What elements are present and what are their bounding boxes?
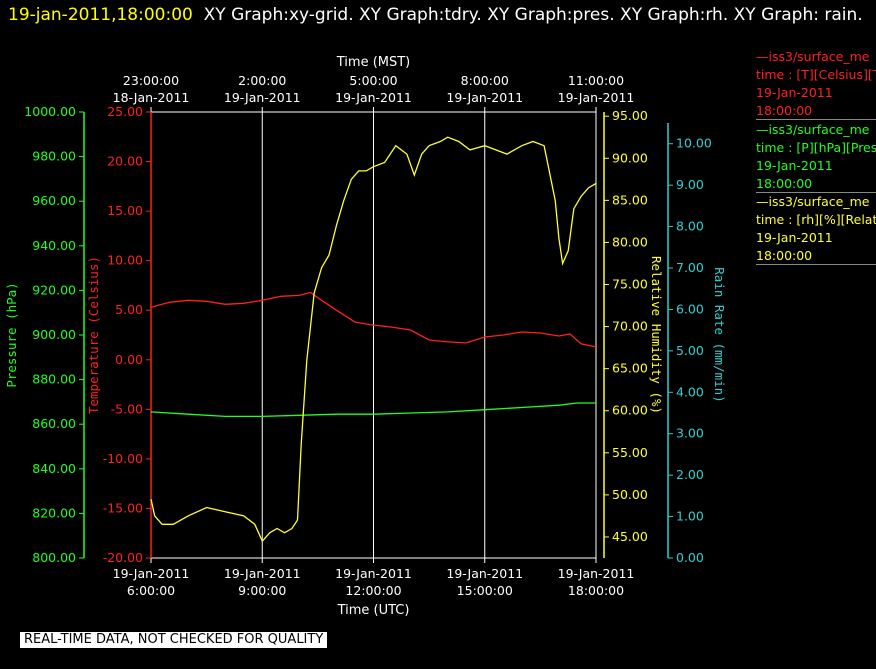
legend-line: time : [P][hPa][Pres — [756, 140, 876, 155]
top-x-tick-label: 2:00:00 — [238, 73, 286, 88]
rh-tick-label: 60.00 — [612, 403, 648, 418]
pressure-tick-label: 880.00 — [32, 372, 76, 387]
grid — [150, 111, 597, 559]
pressure-axis-label: Pressure (hPa) — [4, 282, 19, 387]
rain-tick-label: 2.00 — [676, 467, 704, 482]
legend-line: —iss3/surface_me — [756, 194, 870, 209]
rain-tick-label: 5.00 — [676, 343, 704, 358]
legend-line: —iss3/surface_me — [756, 49, 870, 64]
axes: 19-Jan-2011 6:00:00 23:00:00 18-Jan-2011 19-… — [4, 55, 727, 618]
top-x-tick-label: 18-Jan-2011 — [113, 90, 190, 105]
x-tick-label: 15:00:00 — [457, 583, 513, 598]
temperature-tick-label: 25.00 — [107, 104, 143, 119]
x-tick-label: 19-Jan-2011 — [558, 566, 635, 581]
pressure-tick-label: 820.00 — [32, 505, 76, 520]
x-tick-label: 6:00:00 — [127, 583, 175, 598]
legend-line: 19-Jan-2011 — [756, 85, 833, 100]
top-x-tick-label: 19-Jan-2011 — [335, 90, 412, 105]
rh-tick-label: 95.00 — [612, 108, 648, 123]
pressure-tick-label: 920.00 — [32, 282, 76, 297]
rh-tick-label: 70.00 — [612, 319, 648, 334]
legend-line: 19-Jan-2011 — [756, 230, 833, 245]
legend-divider — [756, 192, 876, 193]
rain-tick-label: 6.00 — [676, 301, 704, 316]
temperature-tick-label: 10.00 — [107, 253, 143, 268]
temperature-axis-label: Temperature (Celsius) — [86, 256, 101, 414]
pressure-tick-label: 800.00 — [32, 550, 76, 565]
top-x-tick-label: 19-Jan-2011 — [224, 90, 301, 105]
top-x-tick-label: 5:00:00 — [349, 73, 397, 88]
rh-tick-label: 85.00 — [612, 192, 648, 207]
pressure-tick-label: 900.00 — [32, 327, 76, 342]
legend-line: 18:00:00 — [756, 103, 813, 118]
rain-axis-label: Rain Rate (mm/min) — [712, 267, 727, 402]
legend-divider — [756, 119, 876, 120]
top-x-tick-label: 11:00:00 — [568, 73, 624, 88]
temperature-tick-label: -5.00 — [111, 401, 143, 416]
rh-tick-label: 55.00 — [612, 445, 648, 460]
pressure-tick-label: 960.00 — [32, 193, 76, 208]
rh-tick-label: 75.00 — [612, 277, 648, 292]
legend-line: —iss3/surface_me — [756, 122, 870, 137]
rain-tick-label: 10.00 — [676, 136, 712, 151]
top-x-tick-label: 23:00:00 — [123, 73, 179, 88]
rain-tick-label: 0.00 — [676, 550, 704, 565]
x-tick-label: 19-Jan-2011 — [446, 566, 523, 581]
rain-tick-label: 4.00 — [676, 384, 704, 399]
quality-warning: REAL-TIME DATA, NOT CHECKED FOR QUALITY — [20, 632, 328, 648]
x-tick-label: 18:00:00 — [568, 583, 624, 598]
rh-tick-label: 50.00 — [612, 487, 648, 502]
rh-tick-label: 80.00 — [612, 234, 648, 249]
series — [150, 136, 597, 543]
temperature-tick-label: 15.00 — [107, 203, 143, 218]
bottom-axis-title: Time (UTC) — [337, 603, 410, 618]
top-x-tick-label: 19-Jan-2011 — [558, 90, 635, 105]
rain-tick-label: 9.00 — [676, 177, 704, 192]
rain-tick-label: 7.00 — [676, 260, 704, 275]
rh-axis-label: Relative Humidity (%) — [649, 256, 664, 414]
pressure-tick-label: 860.00 — [32, 416, 76, 431]
temperature-tick-label: -15.00 — [103, 500, 143, 515]
x-tick-label: 9:00:00 — [238, 583, 286, 598]
legend-item-pressure: —iss3/surface_me time : [P][hPa][Pres 19… — [756, 121, 876, 193]
x-tick-label: 19-Jan-2011 — [224, 566, 301, 581]
rain-tick-label: 3.00 — [676, 426, 704, 441]
legend-item-temperature: —iss3/surface_me time : [T][Celsius][T 1… — [756, 48, 876, 120]
rh-tick-label: 90.00 — [612, 150, 648, 165]
temperature-series-line — [150, 291, 597, 348]
top-x-tick-label: 8:00:00 — [461, 73, 509, 88]
rh-tick-label: 65.00 — [612, 361, 648, 376]
temperature-tick-label: 0.00 — [115, 352, 143, 367]
temperature-tick-label: -10.00 — [103, 451, 143, 466]
top-x-tick-label: 19-Jan-2011 — [446, 90, 523, 105]
pressure-tick-label: 980.00 — [32, 149, 76, 164]
legend-line: 18:00:00 — [756, 176, 813, 191]
top-axis-title: Time (MST) — [336, 55, 411, 70]
legend-line: 18:00:00 — [756, 248, 813, 263]
rh-tick-label: 45.00 — [612, 529, 648, 544]
temperature-tick-label: 5.00 — [115, 302, 143, 317]
rain-tick-label: 8.00 — [676, 219, 704, 234]
pressure-tick-label: 940.00 — [32, 238, 76, 253]
temperature-tick-label: -20.00 — [103, 550, 143, 565]
pressure-series-line — [150, 402, 596, 418]
legend-line: 19-Jan-2011 — [756, 158, 833, 173]
legend-item-rh: —iss3/surface_me time : [rh][%][Relati 1… — [756, 193, 876, 265]
rain-tick-label: 1.00 — [676, 509, 704, 524]
header-title: XY Graph:xy-grid. XY Graph:tdry. XY Grap… — [203, 5, 863, 25]
pressure-tick-label: 1000.00 — [24, 104, 76, 119]
temperature-tick-label: 20.00 — [107, 154, 143, 169]
header: 19-jan-2011,18:00:00 XY Graph:xy-grid. X… — [8, 2, 868, 29]
pressure-tick-label: 840.00 — [32, 461, 76, 476]
rh-series-line — [150, 136, 597, 543]
header-timestamp: 19-jan-2011,18:00:00 — [8, 5, 193, 25]
legend-line: time : [T][Celsius][T — [756, 67, 876, 82]
legend-line: time : [rh][%][Relati — [756, 212, 876, 227]
x-tick-label: 19-Jan-2011 — [335, 566, 412, 581]
x-tick-label: 12:00:00 — [345, 583, 401, 598]
x-tick-label: 19-Jan-2011 — [113, 566, 190, 581]
legend-divider — [756, 264, 876, 265]
